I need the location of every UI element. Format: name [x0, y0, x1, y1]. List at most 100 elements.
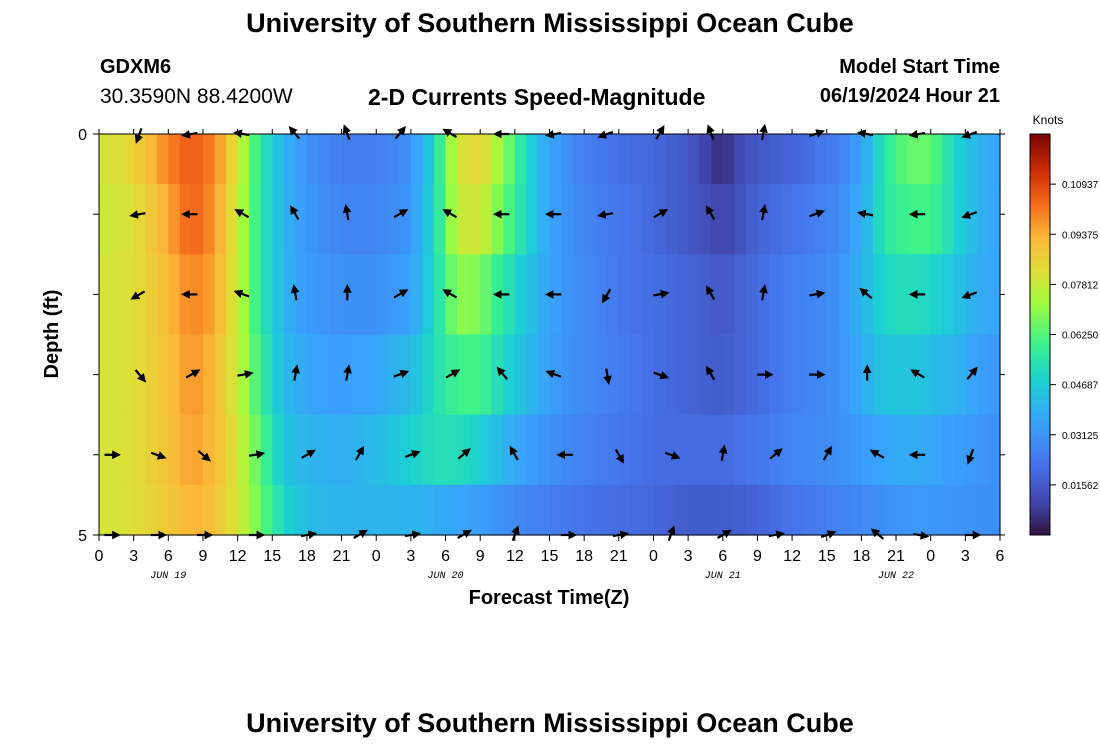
heatmap-cell — [122, 334, 135, 416]
heatmap-cell — [630, 254, 643, 336]
colorbar-tick-label: 0.07812 — [1062, 280, 1099, 291]
heatmap-cell — [214, 184, 227, 255]
heatmap-cell — [988, 484, 1001, 536]
heatmap-cell — [491, 414, 504, 486]
heatmap-cell — [306, 254, 320, 336]
heatmap-cell — [283, 184, 296, 255]
current-vector-arrow — [354, 445, 365, 461]
current-vector-arrow — [442, 208, 458, 219]
heatmap-cell — [572, 484, 585, 536]
x-tick-label: 18 — [852, 548, 870, 565]
heatmap-cell — [480, 254, 493, 336]
heatmap-cell — [965, 184, 978, 255]
colorbar-tick-label: 0.01562 — [1062, 481, 1099, 492]
heatmap-cell — [942, 484, 955, 536]
heatmap-cell — [976, 254, 990, 336]
x-tick-label: 0 — [649, 548, 658, 565]
station-coordinates: 30.3590N 88.4200W — [100, 85, 293, 108]
heatmap-cell — [341, 414, 354, 486]
current-vector-arrow — [134, 369, 147, 383]
heatmap-cell — [433, 484, 447, 536]
heatmap-cell — [260, 134, 273, 185]
heatmap-cell — [330, 484, 343, 536]
heatmap-cell — [295, 414, 308, 486]
heatmap-cell — [387, 184, 400, 255]
current-vector-arrow — [759, 203, 768, 221]
heatmap-cell — [503, 134, 516, 185]
heatmap-cell — [295, 254, 308, 336]
heatmap-cell — [272, 484, 285, 536]
heatmap-cell — [699, 254, 712, 336]
heatmap-cell — [364, 414, 377, 486]
footer-title: University of Southern Mississippi Ocean… — [246, 708, 854, 738]
heatmap-cell — [145, 414, 158, 486]
heatmap-cell — [341, 484, 354, 536]
heatmap-cell — [630, 184, 643, 255]
heatmap-cell — [330, 134, 343, 185]
current-vector-arrow — [457, 448, 471, 460]
heatmap-cell — [988, 254, 1001, 336]
current-vector-arrow — [809, 209, 825, 218]
heatmap-cell — [884, 254, 897, 336]
heatmap-cell — [618, 334, 631, 416]
heatmap-cell — [122, 184, 135, 255]
heatmap-cell — [584, 254, 597, 336]
heatmap-cell — [815, 184, 828, 255]
heatmap-cell — [156, 254, 169, 336]
heatmap-cell — [260, 184, 273, 255]
heatmap-cell — [433, 254, 447, 336]
heatmap-cell — [976, 484, 990, 536]
heatmap-cell — [919, 184, 932, 255]
heatmap-cell — [122, 134, 135, 185]
heatmap-cell — [376, 414, 389, 486]
x-axis: 0 3 6 9 12 15 18 21 0 3 6 9 12 15 18 21 0 3 6 9 12 15 18 21 0 3 6 J… — [95, 129, 1005, 582]
heatmap-cell — [514, 184, 527, 255]
heatmap-cell — [630, 484, 643, 536]
heatmap-cell — [306, 134, 320, 185]
heatmap-cell — [272, 334, 285, 416]
heatmap-cell — [780, 484, 793, 536]
heatmap-cell — [526, 184, 539, 255]
current-vector-arrow — [706, 365, 716, 381]
heatmap-cell — [537, 334, 551, 416]
current-vector-arrow — [301, 449, 316, 459]
current-vector-arrow — [706, 285, 716, 301]
current-vector-arrow — [910, 369, 925, 379]
x-tick-label: 21 — [887, 548, 905, 565]
heatmap-cell — [295, 184, 308, 255]
heatmap-cell — [376, 484, 389, 536]
x-date-label: JUN 21 — [705, 571, 741, 582]
heatmap-cell — [745, 484, 759, 536]
heatmap-cell — [607, 334, 620, 416]
heatmap-cell — [988, 414, 1001, 486]
heatmap-cell — [896, 184, 909, 255]
heatmap-cell — [653, 184, 666, 255]
heatmap-cell — [826, 184, 839, 255]
heatmap-cell — [988, 184, 1001, 255]
heatmap-cell — [364, 254, 377, 336]
heatmap-cell — [757, 414, 770, 486]
x-tick-label: 6 — [718, 548, 727, 565]
heatmap-cell — [641, 184, 655, 255]
heatmap-cell — [249, 334, 262, 416]
y-tick-label: 5 — [78, 528, 87, 545]
heatmap-cell — [226, 134, 239, 185]
heatmap-cell — [722, 484, 735, 536]
heatmap-cell — [99, 134, 112, 185]
heatmap-cell — [457, 134, 470, 185]
heatmap-cell — [942, 134, 955, 185]
heatmap-cell — [734, 484, 747, 536]
heatmap-cell — [214, 134, 227, 185]
heatmap-cell — [272, 254, 285, 336]
current-vector-arrow — [342, 203, 352, 221]
heatmap-cell — [226, 414, 239, 486]
heatmap-cell — [156, 484, 169, 536]
heatmap-cell — [861, 184, 874, 255]
current-vector-arrow — [290, 284, 300, 301]
heatmap-cell — [260, 414, 273, 486]
heatmap-cell — [919, 334, 932, 416]
current-vector-arrow — [718, 444, 728, 461]
heatmap-cell — [757, 484, 770, 536]
heatmap-cell — [849, 134, 862, 185]
heatmap-cell — [907, 414, 920, 486]
